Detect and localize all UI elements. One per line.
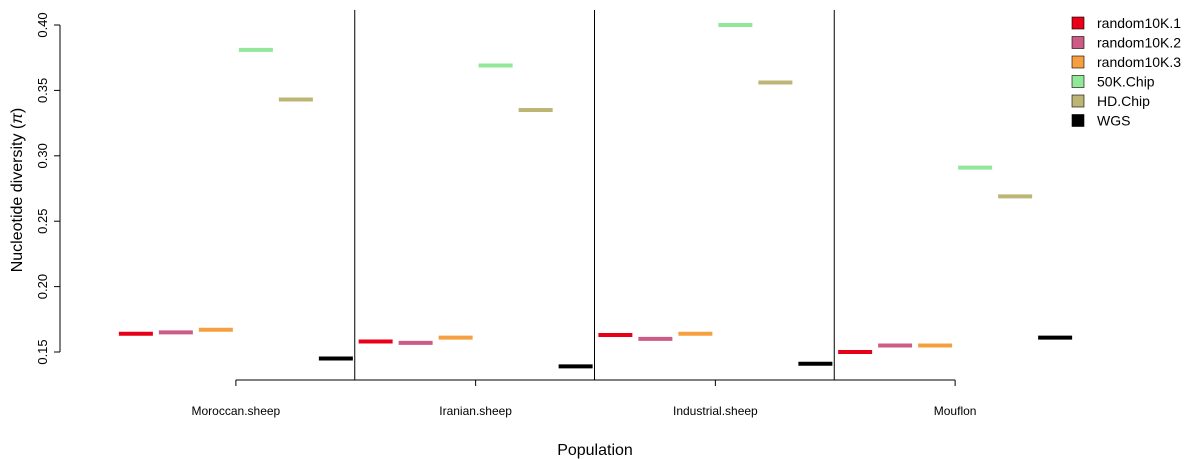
y-tick-label: 0.20 <box>35 274 50 299</box>
legend-swatch <box>1071 114 1085 127</box>
y-axis-title: Nucleotide diversity (π) <box>9 108 26 273</box>
legend-label: random10K.2 <box>1097 35 1181 51</box>
legend-swatch <box>1071 75 1085 88</box>
y-axis: 0.15 0.20 0.25 0.30 0.35 0.40 <box>35 12 61 365</box>
legend-swatch <box>1071 36 1085 49</box>
y-tick-label: 0.40 <box>35 12 50 37</box>
group-separators <box>354 10 835 380</box>
legend-swatch <box>1071 55 1085 69</box>
y-axis-title-symbol: π <box>9 113 26 124</box>
y-axis-title-prefix: Nucleotide diversity ( <box>9 123 26 272</box>
x-tick-label: Iranian.sheep <box>439 404 512 418</box>
x-axis: Moroccan.sheep Iranian.sheep Industrial.sh… <box>192 379 977 418</box>
legend-swatch <box>1071 16 1085 30</box>
legend-swatch <box>1071 94 1085 108</box>
x-tick-label: Moroccan.sheep <box>192 404 281 418</box>
legend: random10K.1 random10K.2 random10K.3 50K.Chi… <box>1071 15 1181 129</box>
x-tick-label: Mouflon <box>934 404 977 418</box>
legend-label: 50K.Chip <box>1097 74 1155 90</box>
legend-label: random10K.1 <box>1097 15 1181 31</box>
legend-label: HD.Chip <box>1097 93 1150 109</box>
x-axis-title: Population <box>557 442 633 459</box>
data-marks <box>118 23 1073 369</box>
legend-label: random10K.3 <box>1097 54 1181 70</box>
legend-label: WGS <box>1097 113 1130 129</box>
y-tick-label: 0.15 <box>35 339 50 364</box>
y-tick-label: 0.25 <box>35 209 50 234</box>
y-tick-label: 0.30 <box>35 143 50 168</box>
x-tick-label: Industrial.sheep <box>673 404 758 418</box>
y-tick-label: 0.35 <box>35 78 50 103</box>
y-axis-title-suffix: ) <box>9 108 26 113</box>
